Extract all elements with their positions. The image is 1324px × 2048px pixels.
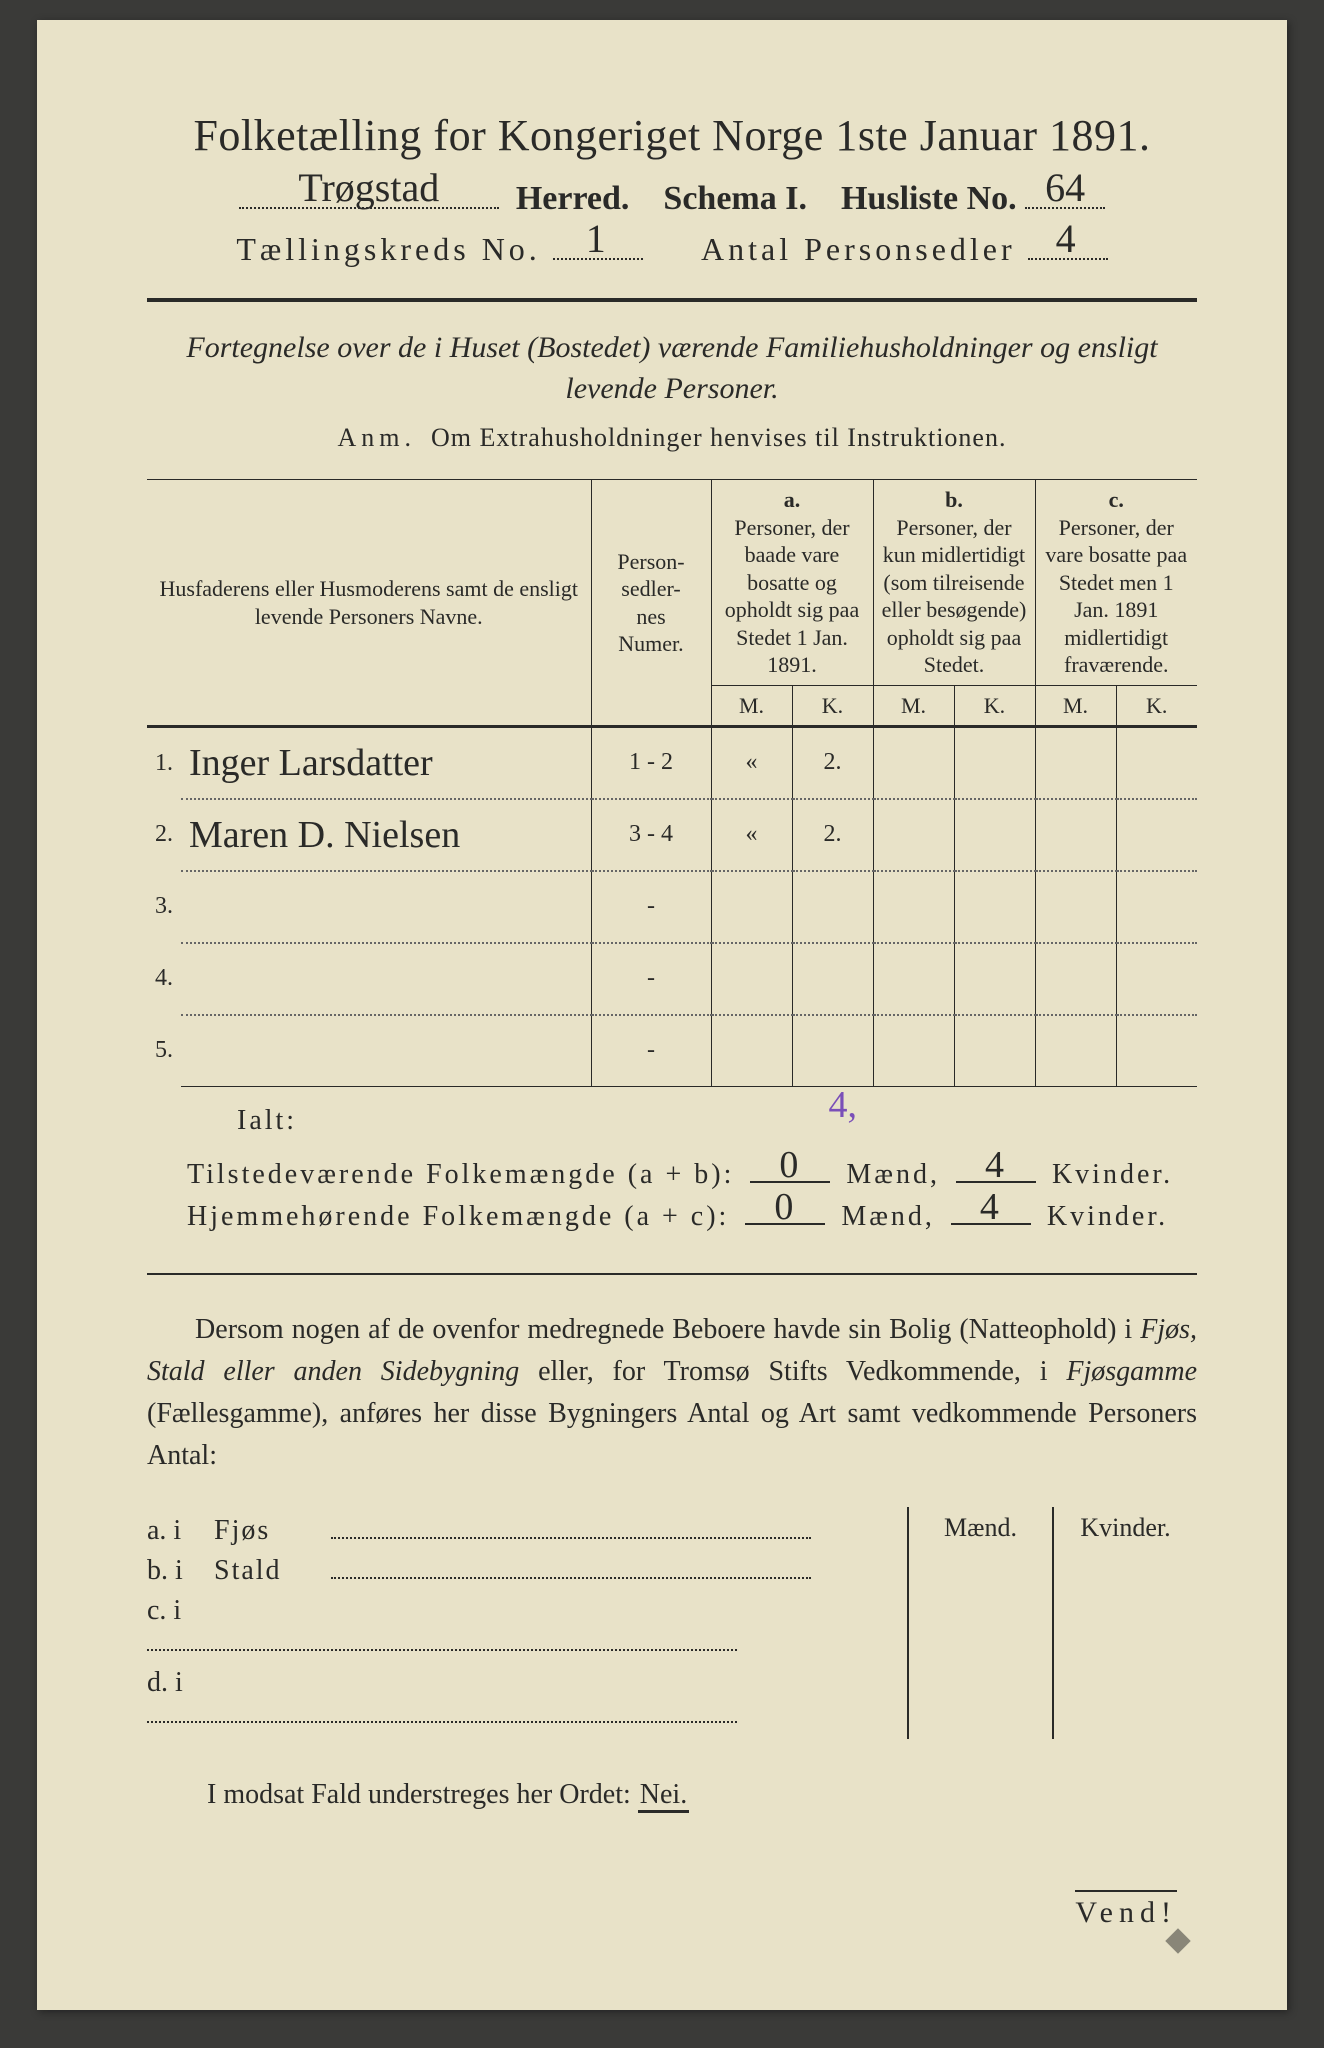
col-a-k: K. <box>792 685 873 727</box>
col-kvinder: Kvinder. <box>1054 1507 1197 1739</box>
kreds-label: Tællingskreds No. <box>236 231 540 267</box>
divider-1 <box>147 298 1197 302</box>
col-header-group-b: b. Personer, der kun midlertidigt (som t… <box>873 480 1035 686</box>
list-item: a. i Fjøs <box>147 1515 907 1547</box>
purple-total: 4, <box>829 1083 858 1127</box>
ialt-label: Ialt: <box>237 1105 1197 1137</box>
husliste-label: Husliste No. <box>841 180 1017 217</box>
outbuilding-grid: a. i Fjøs b. i Stald c. i d. i Mænd. <box>147 1507 1197 1739</box>
col-maend: Mænd. <box>909 1507 1054 1739</box>
anm-line: Anm. Om Extrahusholdninger henvises til … <box>147 423 1197 453</box>
sum-line-resident: Hjemmehørende Folkemængde (a + c): 0 Mæn… <box>187 1201 1197 1233</box>
list-item: b. i Stald <box>147 1555 907 1587</box>
nei-line: I modsat Fald understreges her Ordet: Ne… <box>207 1779 1197 1811</box>
kreds-value: 1 <box>553 215 643 262</box>
list-item: c. i <box>147 1595 907 1659</box>
subtitle: Fortegnelse over de i Huset (Bostedet) v… <box>147 328 1197 409</box>
page-corner-mark <box>1165 1928 1190 1953</box>
schema-label: Schema I. <box>663 180 807 217</box>
totals-block: Ialt: Tilstedeværende Folkemængde (a + b… <box>147 1105 1197 1233</box>
resident-maend: 0 <box>745 1185 825 1229</box>
col-header-group-a: a. Personer, der baade vare bosatte og o… <box>711 480 873 686</box>
numer-value: 1 - 2 <box>591 727 711 799</box>
divider-2 <box>147 1273 1197 1275</box>
anm-text: Om Extrahusholdninger henvises til Instr… <box>431 423 1006 452</box>
vend-label: Vend! <box>1075 1890 1177 1930</box>
header-row-2: Trøgstad Herred. Schema I. Husliste No. … <box>147 175 1197 218</box>
header-row-3: Tællingskreds No. 1 Antal Personsedler 4 <box>147 228 1197 268</box>
antal-value: 4 <box>1028 215 1108 262</box>
nei-word: Nei. <box>638 1779 689 1813</box>
outbuilding-paragraph: Dersom nogen af de ovenfor medregnede Be… <box>147 1309 1197 1477</box>
table-row: 2. Maren D. Nielsen 3 - 4 « 2. <box>147 799 1197 871</box>
table-row: 1. Inger Larsdatter 1 - 2 « 2. <box>147 727 1197 799</box>
table-body: 1. Inger Larsdatter 1 - 2 « 2. 2. Maren … <box>147 727 1197 1087</box>
resident-kvinder: 4 <box>951 1185 1031 1229</box>
anm-lead: Anm. <box>338 423 417 452</box>
herred-value: Trøgstad <box>239 164 499 211</box>
name-value: Maren D. Nielsen <box>189 814 460 856</box>
col-b-k: K. <box>954 685 1035 727</box>
page-title: Folketælling for Kongeriget Norge 1ste J… <box>147 110 1197 161</box>
census-form-page: Folketælling for Kongeriget Norge 1ste J… <box>37 20 1287 2010</box>
herred-label: Herred. <box>516 180 630 217</box>
outbuilding-columns: Mænd. Kvinder. <box>907 1507 1197 1739</box>
table-row: 4. - <box>147 943 1197 1015</box>
outbuilding-list: a. i Fjøs b. i Stald c. i d. i <box>147 1507 907 1739</box>
col-header-group-c: c. Personer, der vare bosatte paa Stedet… <box>1035 480 1197 686</box>
col-c-k: K. <box>1116 685 1197 727</box>
husliste-value: 64 <box>1025 164 1105 211</box>
list-item: d. i <box>147 1667 907 1731</box>
present-kvinder: 4 <box>956 1143 1036 1187</box>
name-value: Inger Larsdatter <box>189 742 433 784</box>
col-b-m: M. <box>873 685 954 727</box>
sum-line-present: Tilstedeværende Folkemængde (a + b): 0 M… <box>187 1159 1197 1191</box>
numer-value: 3 - 4 <box>591 799 711 871</box>
col-header-number: Person- sedler- nes Numer. <box>591 480 711 727</box>
table-row: 3. - <box>147 871 1197 943</box>
present-maend: 0 <box>750 1143 830 1187</box>
antal-label: Antal Personsedler <box>701 231 1016 267</box>
col-c-m: M. <box>1035 685 1116 727</box>
col-a-m: M. <box>711 685 792 727</box>
table-row: 5. - <box>147 1015 1197 1087</box>
census-table: Husfaderens eller Husmoderens samt de en… <box>147 479 1197 1087</box>
col-header-names: Husfaderens eller Husmoderens samt de en… <box>147 480 591 727</box>
